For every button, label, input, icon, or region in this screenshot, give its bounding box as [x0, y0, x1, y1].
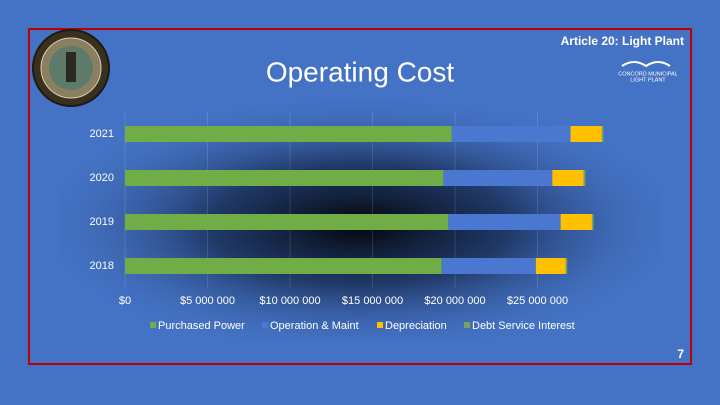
page-number: 7 [677, 347, 684, 361]
logo-text: LIGHT PLANT [630, 77, 666, 83]
bar-segment [565, 258, 568, 274]
bar-segment [441, 258, 536, 274]
x-tick-label: $0 [119, 295, 131, 307]
bar-segment [552, 170, 584, 186]
chart-title: Operating Cost [266, 56, 455, 87]
legend-swatch [464, 322, 470, 328]
bar-segment [125, 258, 442, 274]
frame [28, 28, 692, 365]
x-tick-label: $20 000 000 [424, 295, 485, 307]
y-tick-label: 2018 [90, 260, 114, 272]
header: Article 20: Light Plant [561, 34, 684, 48]
y-tick-label: 2021 [90, 128, 114, 140]
bar-segment [125, 170, 444, 186]
bar-segment [560, 214, 592, 230]
legend-label: Debt Service Interest [472, 320, 575, 332]
x-tick-label: $10 000 000 [259, 295, 320, 307]
legend-label: Purchased Power [158, 320, 245, 332]
y-tick-label: 2020 [90, 172, 114, 184]
logo-text: CONCORD MUNICIPAL [618, 71, 678, 77]
x-tick-label: $25 000 000 [507, 295, 568, 307]
legend-label: Depreciation [385, 320, 447, 332]
legend-swatch [150, 322, 156, 328]
bar-segment [601, 126, 604, 142]
seal [32, 29, 110, 107]
bar-segment [583, 170, 586, 186]
y-tick-label: 2019 [90, 216, 114, 228]
bar-segment [125, 126, 452, 142]
x-tick-label: $5 000 000 [180, 295, 235, 307]
bar-segment [451, 126, 571, 142]
bar-segment [591, 214, 594, 230]
bar-segment [448, 214, 561, 230]
bar-segment [535, 258, 566, 274]
bar-segment [570, 126, 602, 142]
bar-segment [125, 214, 449, 230]
cmlp-logo: CONCORD MUNICIPAL LIGHT PLANT [618, 61, 678, 83]
bar-segment [443, 170, 553, 186]
legend-swatch [377, 322, 383, 328]
legend-label: Operation & Maint [270, 320, 359, 332]
x-tick-label: $15 000 000 [342, 295, 403, 307]
legend-swatch [262, 322, 268, 328]
